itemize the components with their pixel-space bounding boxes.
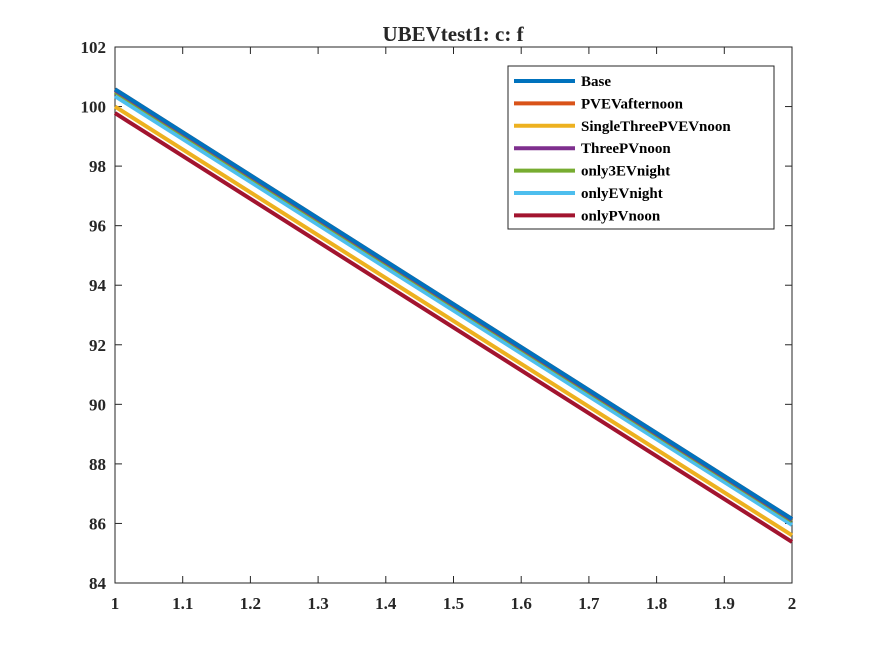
x-tick-label: 1.1 — [172, 594, 193, 613]
legend-label: only3EVnight — [581, 164, 670, 180]
series-line-onlyPVnoon — [113, 111, 794, 544]
series-line-SingleThreePVEVnoon — [113, 104, 794, 538]
legend-label: SingleThreePVEVnoon — [581, 119, 731, 135]
series-line-Base — [113, 87, 794, 521]
y-tick-label: 102 — [81, 38, 107, 57]
y-tick-label: 96 — [89, 217, 106, 236]
legend-label: onlyPVnoon — [581, 208, 661, 224]
y-tick-label: 92 — [89, 336, 106, 355]
x-tick-label: 1.3 — [307, 594, 328, 613]
y-tick-label: 86 — [89, 514, 106, 533]
y-tick-label: 84 — [89, 574, 107, 593]
series-line-onlyEVnight — [113, 94, 794, 527]
x-tick-label: 1.5 — [443, 594, 464, 613]
legend-label: onlyEVnight — [581, 186, 663, 202]
y-tick-label: 100 — [81, 98, 107, 117]
y-tick-label: 88 — [89, 455, 106, 474]
legend-label: ThreePVnoon — [581, 141, 671, 157]
x-tick-label: 1.6 — [511, 594, 532, 613]
chart-title: UBEVtest1: c: f — [382, 22, 524, 46]
x-tick-label: 1.7 — [578, 594, 600, 613]
x-tick-label: 1 — [111, 594, 120, 613]
x-tick-label: 1.8 — [646, 594, 667, 613]
y-tick-label: 90 — [89, 395, 106, 414]
y-tick-label: 94 — [89, 276, 107, 295]
x-tick-label: 1.9 — [714, 594, 735, 613]
legend: Base PVEVafternoon SingleThreePVEVnoon Thre… — [507, 65, 775, 230]
x-tick-label: 1.4 — [375, 594, 397, 613]
y-tick-label: 98 — [89, 157, 106, 176]
x-tick-label: 2 — [788, 594, 797, 613]
legend-label: PVEVafternoon — [581, 96, 684, 112]
x-tick-label: 1.2 — [240, 594, 261, 613]
legend-label: Base — [581, 74, 611, 90]
